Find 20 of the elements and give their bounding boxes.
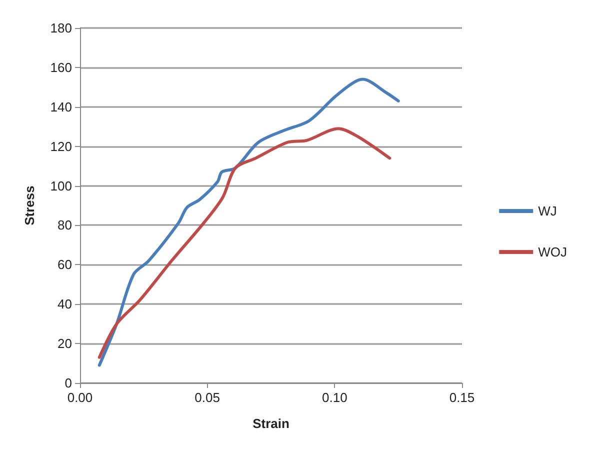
- y-tick-label: 20: [58, 336, 72, 352]
- legend-label: WOJ: [538, 244, 568, 260]
- y-tick-label: 120: [50, 138, 72, 154]
- x-tick-label: 0.15: [449, 390, 475, 405]
- legend-label: WJ: [538, 204, 557, 218]
- y-tick-label: 80: [58, 218, 72, 233]
- y-tick-label: 40: [58, 296, 72, 312]
- y-tick-label: 160: [50, 60, 72, 75]
- y-tick-label: 60: [58, 257, 72, 272]
- x-tick-label: 0.10: [322, 390, 348, 405]
- x-tick-label: 0.05: [194, 390, 220, 405]
- y-axis-title: Stress: [22, 186, 37, 226]
- x-axis-title: Strain: [252, 416, 290, 431]
- x-tick-label: 0.00: [67, 390, 93, 405]
- y-tick-label: 0: [64, 376, 72, 390]
- y-tick-label: 180: [50, 20, 72, 36]
- y-tick-label: 100: [50, 178, 72, 194]
- y-tick-label: 140: [50, 99, 72, 114]
- line-series: [98, 127, 392, 359]
- line-series: [98, 78, 400, 367]
